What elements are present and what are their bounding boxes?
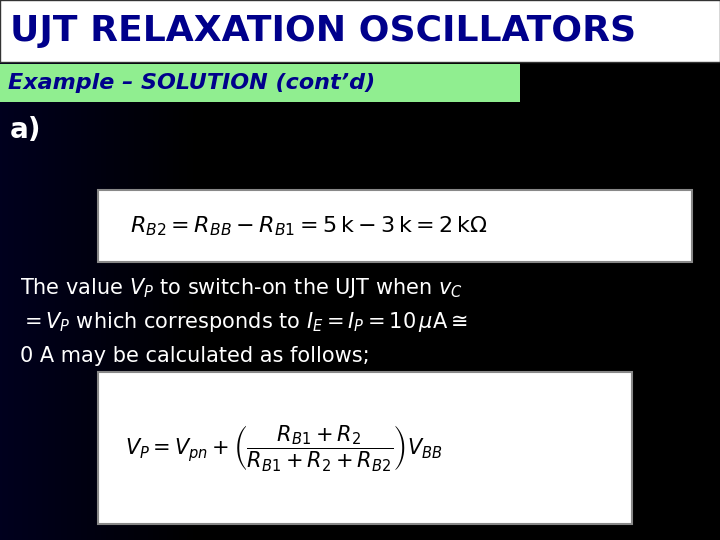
- FancyBboxPatch shape: [0, 64, 520, 102]
- Text: The value $V_P$ to switch-on the UJT when $v_C$: The value $V_P$ to switch-on the UJT whe…: [20, 276, 463, 300]
- FancyBboxPatch shape: [0, 0, 720, 62]
- FancyBboxPatch shape: [98, 190, 692, 262]
- Text: $R_{B2} = R_{BB} - R_{B1} = 5\,\mathrm{k} - 3\,\mathrm{k} = 2\,\mathrm{k}\Omega$: $R_{B2} = R_{BB} - R_{B1} = 5\,\mathrm{k…: [130, 214, 487, 238]
- FancyBboxPatch shape: [98, 372, 632, 524]
- Text: 0 A may be calculated as follows;: 0 A may be calculated as follows;: [20, 346, 369, 366]
- Text: UJT RELAXATION OSCILLATORS: UJT RELAXATION OSCILLATORS: [10, 14, 636, 48]
- Text: $V_P = V_{pn} + \left(\dfrac{R_{B1} + R_2}{R_{B1} + R_2 + R_{B2}}\right)V_{BB}$: $V_P = V_{pn} + \left(\dfrac{R_{B1} + R_…: [125, 423, 443, 473]
- Text: a): a): [10, 116, 42, 144]
- Text: $= V_P$ which corresponds to $I_E = I_P = 10\,\mu\mathrm{A} \cong$: $= V_P$ which corresponds to $I_E = I_P …: [20, 310, 468, 334]
- Text: Example – SOLUTION (cont’d): Example – SOLUTION (cont’d): [8, 73, 375, 93]
